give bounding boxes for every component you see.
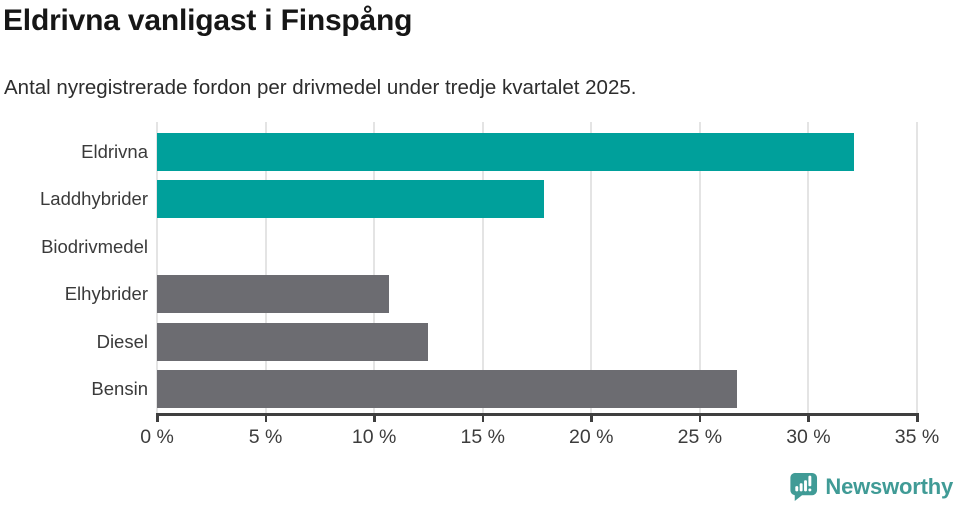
bar-row: [157, 318, 917, 366]
bar-elhybrider: [157, 275, 390, 314]
bar-laddhybrider: [157, 180, 544, 219]
y-axis-category-labels: Eldrivna Laddhybrider Biodrivmedel Elhybrid…: [0, 128, 148, 413]
plot-area: [156, 122, 918, 413]
category-label-elhybrider: Elhybrider: [64, 283, 148, 305]
category-label-eldrivna: Eldrivna: [81, 140, 148, 162]
tick-label-20: 20 %: [569, 426, 614, 448]
tick-mark-0: [156, 415, 159, 422]
gridline-35: [916, 122, 918, 413]
newsworthy-speech-bubble-bar-chart-icon: [790, 472, 818, 502]
tick-mark-20: [590, 415, 593, 422]
tick-label-0: 0 %: [140, 426, 174, 448]
gridline-10: [373, 122, 376, 413]
tick-mark-15: [481, 415, 485, 422]
gridline-25: [698, 122, 701, 413]
tick-mark-35: [916, 415, 919, 422]
bars-container: [157, 128, 917, 413]
x-axis-line: [156, 413, 919, 416]
bar-row: [157, 128, 917, 176]
x-axis: 0 % 5 % 10 % 15 % 20 % 25 % 30 % 35 %: [140, 413, 939, 453]
chart-subtitle: Antal nyregistrerade fordon per drivmede…: [4, 76, 637, 99]
chart-title: Eldrivna vanligast i Finspång: [3, 4, 413, 37]
category-label-bensin: Bensin: [91, 378, 148, 400]
bar-row: [157, 176, 917, 224]
tick-mark-25: [698, 415, 702, 422]
tick-mark-10: [373, 415, 376, 422]
tick-mark-30: [807, 415, 810, 422]
tick-mark-5: [264, 415, 268, 422]
bar-row: [157, 223, 917, 271]
tick-label-15: 15 %: [460, 426, 505, 448]
tick-label-5: 5 %: [248, 426, 283, 448]
gridline-15: [481, 122, 484, 413]
gridline-5: [264, 122, 267, 413]
bar-eldrivna: [157, 132, 855, 171]
tick-label-10: 10 %: [351, 426, 397, 448]
category-label-biodrivmedel: Biodrivmedel: [41, 235, 148, 257]
newsworthy-logo: Newsworthy: [787, 471, 953, 502]
tick-label-35: 35 %: [894, 426, 940, 448]
gridline-30: [807, 122, 810, 413]
category-label-diesel: Diesel: [96, 330, 148, 352]
tick-label-30: 30 %: [786, 426, 831, 448]
tick-label-25: 25 %: [677, 426, 723, 448]
bar-bensin: [157, 370, 737, 409]
gridline-0: [156, 122, 158, 413]
category-label-laddhybrider: Laddhybrider: [40, 188, 148, 210]
bar-row: [157, 366, 917, 414]
bar-diesel: [157, 322, 429, 361]
newsworthy-brand-name: Newsworthy: [825, 473, 953, 499]
bar-row: [157, 271, 917, 319]
gridline-20: [590, 122, 593, 413]
